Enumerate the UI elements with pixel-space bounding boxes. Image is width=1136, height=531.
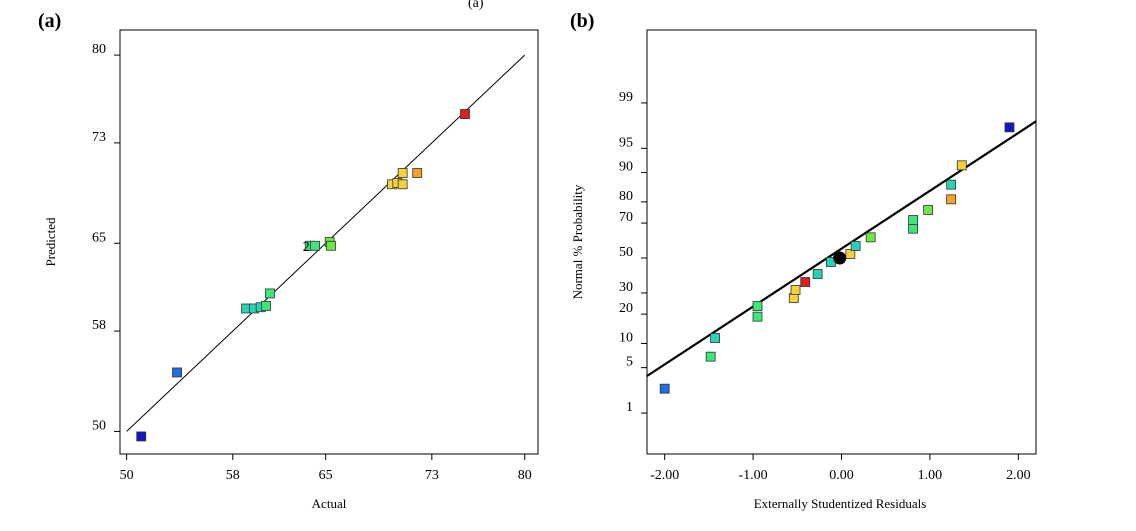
fit-line-b [646,120,1037,377]
y-tick-label: 80 [92,42,106,57]
data-point [908,215,919,225]
data-point [136,431,147,442]
data-point [865,232,876,243]
y-tick-label: 10 [619,330,633,345]
x-axis-title-b: Externally Studentized Residuals [754,496,927,511]
data-point [790,285,801,295]
x-tick-label: -2.00 [650,468,679,483]
data-point [397,168,408,178]
data-point [412,168,423,178]
data-point [261,301,271,311]
x-tick-label: 50 [120,468,134,483]
data-point [923,205,934,215]
x-axis-a: 50 58 65 73 80 [120,454,532,483]
y-tick-label: 1 [626,400,633,415]
data-point [659,383,670,394]
data-point [845,249,856,259]
y-tick-label: 70 [619,210,633,225]
data-point [956,160,967,171]
x-tick-label: 58 [226,468,240,483]
y-tick-label: 95 [619,135,633,150]
data-point [326,240,336,251]
panel-a-label: (a) [38,10,61,32]
x-tick-label: 73 [425,468,439,483]
data-point [310,240,320,251]
center-marker [833,251,847,265]
plot-frame-b [646,29,1037,455]
data-point [710,333,720,343]
data-point [752,311,763,322]
y-tick-label: 73 [92,130,106,145]
y-tick-label: 50 [92,418,106,433]
data-point [800,277,811,287]
y-tick-label: 99 [619,90,633,105]
data-point [265,288,275,299]
data-point [172,367,182,378]
panel-a: (a) (a) 50 58 65 73 80 50 58 65 73 80 [38,0,539,511]
y-tick-label: 20 [619,301,633,316]
data-point [705,351,716,362]
point-count-annotation: 2 [303,240,310,255]
data-point [946,179,957,190]
x-tick-label: 0.00 [829,468,854,483]
y-tick-label: 30 [619,280,633,295]
y-tick-label: 50 [619,245,633,260]
y-tick-label: 80 [619,189,633,204]
x-tick-label: 80 [518,468,532,483]
plot-frame-a [119,29,539,455]
x-axis-b: -2.00 -1.00 0.00 1.00 2.00 [650,454,1031,483]
data-point [752,301,763,311]
y-tick-label: 5 [626,355,633,370]
x-tick-label: -1.00 [739,468,768,483]
data-point [946,194,957,205]
x-tick-label: 1.00 [918,468,943,483]
data-point [812,269,823,279]
panel-b-label: (b) [570,10,594,32]
y-axis-a: 50 58 65 73 80 [92,42,120,433]
y-tick-label: 90 [619,160,633,175]
panel-b: (b) -2.00 -1.00 0.00 1.00 2.00 [570,10,1037,511]
y-axis-b: 1 5 10 20 30 50 70 80 90 95 99 [619,90,647,415]
x-tick-label: 2.00 [1006,468,1031,483]
x-tick-label: 65 [319,468,333,483]
panel-a-header-fragment: (a) [468,0,484,11]
data-points-b [659,122,1015,394]
y-axis-title-a: Predicted [43,217,58,267]
y-tick-label: 65 [92,230,106,245]
x-axis-title-a: Actual [312,496,347,511]
data-points-a [136,109,470,442]
data-point [908,223,919,234]
data-point [460,109,470,119]
y-tick-label: 58 [92,318,106,333]
data-point [397,179,408,190]
data-point [850,241,861,251]
y-axis-title-b: Normal % Probability [570,184,585,299]
data-point [1004,122,1015,133]
